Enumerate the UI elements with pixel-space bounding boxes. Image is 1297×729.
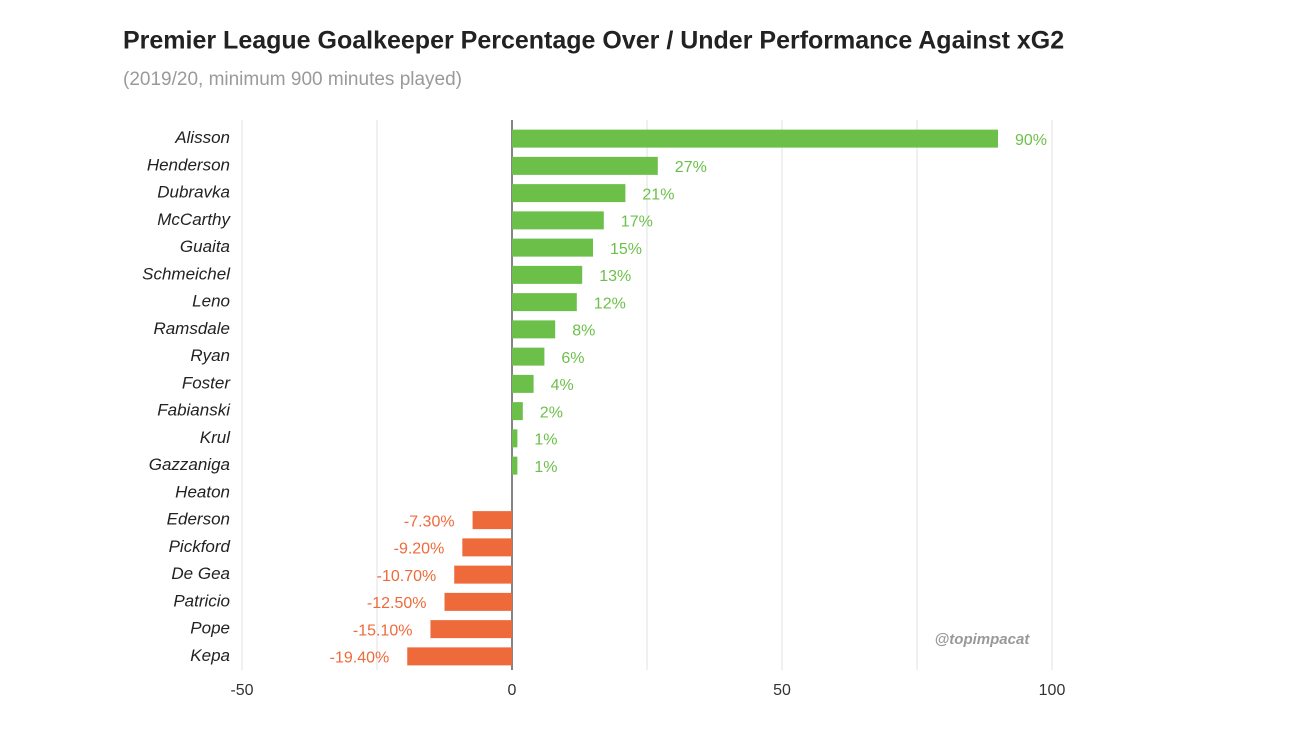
bar <box>512 320 556 339</box>
data-label: 12% <box>594 295 626 312</box>
y-tick-label: Ryan <box>190 346 230 365</box>
x-tick-label: 0 <box>508 682 517 699</box>
data-label: 2% <box>540 404 563 421</box>
bar <box>512 129 998 148</box>
bar <box>512 265 583 284</box>
y-tick-label: Guaita <box>180 237 230 256</box>
x-tick-label: -50 <box>230 682 253 699</box>
y-tick-label: Henderson <box>147 155 230 174</box>
y-tick-label: McCarthy <box>157 210 231 229</box>
y-tick-label: Krul <box>200 428 231 447</box>
bar <box>512 347 545 366</box>
y-tick-label: Foster <box>182 373 232 392</box>
data-label: 15% <box>610 241 642 258</box>
y-tick-label: Pickford <box>169 537 231 556</box>
chart-subtitle: (2019/20, minimum 900 minutes played) <box>123 69 462 90</box>
bar <box>512 429 518 448</box>
y-tick-label: Alisson <box>174 128 230 147</box>
y-tick-label: Dubravka <box>157 183 230 202</box>
data-label: 90% <box>1015 132 1047 149</box>
bar <box>512 184 626 203</box>
data-label: -15.10% <box>353 622 413 639</box>
y-tick-label: Pope <box>190 619 230 638</box>
data-label: -10.70% <box>377 568 437 585</box>
y-tick-label: De Gea <box>171 564 230 583</box>
y-tick-label: Kepa <box>190 646 230 665</box>
bar <box>472 511 512 530</box>
data-label: 8% <box>572 323 595 340</box>
bar <box>444 592 512 611</box>
y-tick-label: Ramsdale <box>153 319 230 338</box>
bar <box>430 620 512 639</box>
y-tick-label: Leno <box>192 292 230 311</box>
bar <box>512 238 593 257</box>
data-label: -12.50% <box>367 595 427 612</box>
data-label: -19.40% <box>330 650 390 667</box>
bar <box>512 402 523 421</box>
data-label: 21% <box>642 186 674 203</box>
y-tick-label: Patricio <box>173 591 230 610</box>
data-label: 6% <box>561 350 584 367</box>
data-label: -7.30% <box>404 513 455 530</box>
bar <box>407 647 512 666</box>
data-label: 4% <box>551 377 574 394</box>
y-tick-label: Gazzaniga <box>149 455 230 474</box>
data-label: 17% <box>621 214 653 231</box>
y-tick-label: Schmeichel <box>142 264 231 283</box>
bar <box>512 374 534 393</box>
bar <box>454 565 512 584</box>
data-label: 13% <box>599 268 631 285</box>
data-label: 1% <box>534 459 557 476</box>
bar <box>462 538 512 557</box>
data-label: 27% <box>675 159 707 176</box>
bar <box>512 211 604 230</box>
chart-title: Premier League Goalkeeper Percentage Ove… <box>123 27 1064 55</box>
watermark: @topimpacat <box>935 631 1031 648</box>
y-tick-label: Ederson <box>167 510 230 529</box>
data-label: -9.20% <box>394 541 445 558</box>
x-tick-label: 50 <box>773 682 791 699</box>
y-tick-label: Fabianski <box>157 401 231 420</box>
x-tick-label: 100 <box>1039 682 1066 699</box>
bar <box>512 456 518 475</box>
data-label: 1% <box>534 432 557 449</box>
bar <box>512 293 577 312</box>
bar <box>512 156 658 175</box>
y-tick-label: Heaton <box>175 482 230 501</box>
